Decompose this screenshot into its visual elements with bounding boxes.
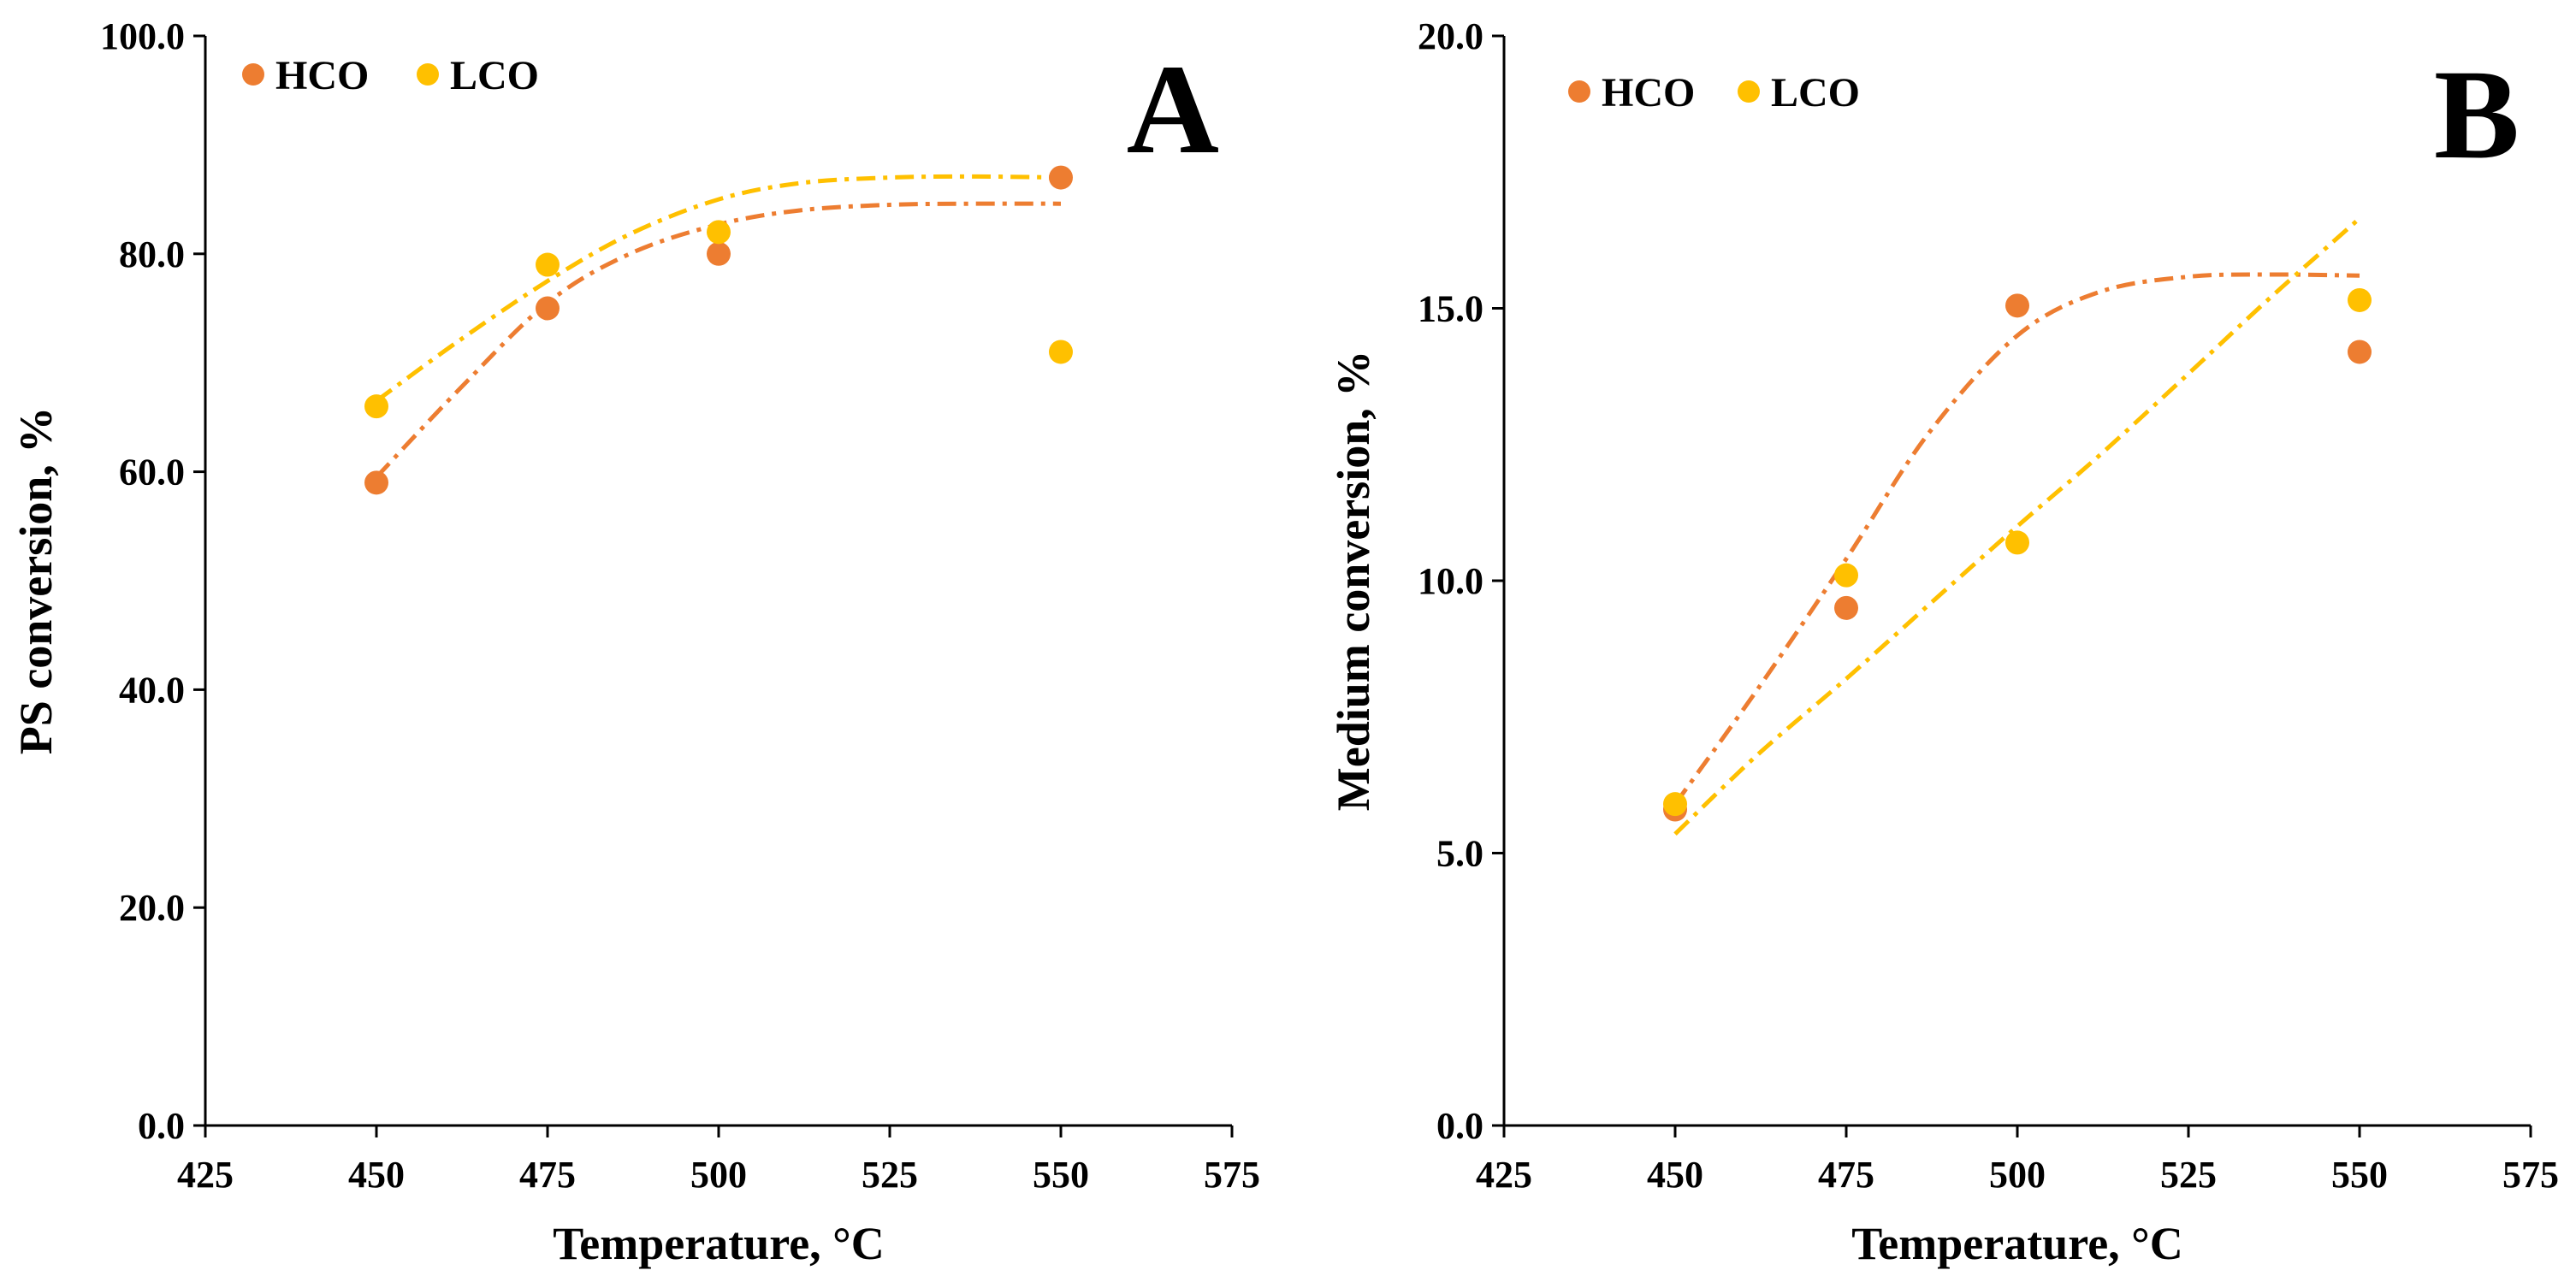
x-axis-title: Temperature, °C: [553, 1218, 885, 1269]
data-point-lco: [1049, 340, 1073, 364]
y-tick-label: 20.0: [1418, 15, 1483, 57]
data-point-lco: [707, 220, 731, 245]
legend-marker-lco: [417, 63, 439, 86]
y-axis-title: Medium conversion, %: [1328, 351, 1379, 811]
data-point-hco: [1049, 165, 1073, 190]
y-tick-label: 80.0: [119, 233, 185, 275]
trendline-hco: [375, 201, 1062, 479]
y-tick-label: 100.0: [100, 15, 185, 57]
data-point-lco: [2005, 530, 2029, 555]
trendline-hco: [1673, 272, 2360, 806]
x-tick-label: 525: [2160, 1154, 2217, 1196]
x-ticks: 425 450 475 500 525 550 575: [1476, 1126, 2559, 1196]
data-point-lco: [1834, 563, 1858, 588]
legend-label-hco: HCO: [275, 53, 369, 98]
x-tick-label: 525: [862, 1154, 918, 1196]
x-tick-label: 550: [1033, 1154, 1089, 1196]
legend-label-lco: LCO: [450, 53, 539, 98]
trendlines: [375, 174, 1062, 479]
legend-label-hco: HCO: [1602, 70, 1695, 115]
data-point-hco: [364, 470, 388, 495]
x-tick-label: 575: [1204, 1154, 1260, 1196]
legend-marker-lco: [1738, 80, 1760, 103]
data-point-lco: [2348, 287, 2372, 312]
y-tick-label: 0.0: [138, 1105, 185, 1147]
y-tick-label: 60.0: [119, 452, 185, 493]
chart-panel-a: 425 450 475 500 525 550 575 0.0 20.0 40.0 60.0 80.…: [10, 15, 1260, 1269]
x-ticks: 425 450 475 500 525 550 575: [177, 1126, 1260, 1196]
data-points: [364, 165, 1073, 495]
data-points: [1663, 287, 2372, 822]
y-tick-label: 15.0: [1418, 288, 1483, 330]
y-tick-label: 40.0: [119, 669, 185, 711]
data-point-hco: [2005, 293, 2029, 318]
y-tick-label: 5.0: [1436, 833, 1483, 875]
legend-marker-hco: [1568, 80, 1590, 103]
x-tick-label: 575: [2502, 1154, 2559, 1196]
trendlines: [1673, 216, 2361, 836]
trendline-lco: [375, 174, 1062, 403]
y-tick-label: 10.0: [1418, 560, 1483, 602]
legend: HCO LCO: [1568, 70, 1860, 115]
y-ticks: 0.0 20.0 40.0 60.0 80.0 100.0: [100, 15, 205, 1147]
x-tick-label: 450: [348, 1154, 405, 1196]
data-point-hco: [1834, 595, 1858, 620]
data-point-lco: [1663, 792, 1687, 817]
data-point-hco: [707, 241, 731, 266]
x-tick-label: 475: [519, 1154, 576, 1196]
data-point-lco: [364, 394, 388, 419]
panel-letter-b: B: [2434, 44, 2520, 186]
panel-letter-a: A: [1127, 38, 1219, 180]
x-axis-title: Temperature, °C: [1851, 1218, 2183, 1269]
y-axis-title: PS conversion, %: [10, 407, 62, 755]
x-tick-label: 500: [1989, 1154, 2046, 1196]
data-point-hco: [2348, 340, 2372, 364]
chart-panel-b: 425 450 475 500 525 550 575 0.0 5.0 10.0 15.0 20.0…: [1328, 15, 2559, 1269]
legend: HCO LCO: [242, 53, 539, 98]
legend-marker-hco: [242, 63, 264, 86]
legend-label-lco: LCO: [1771, 70, 1860, 115]
x-tick-label: 450: [1647, 1154, 1703, 1196]
x-tick-label: 500: [690, 1154, 747, 1196]
data-point-lco: [536, 252, 560, 277]
y-tick-label: 20.0: [119, 887, 185, 929]
x-tick-label: 550: [2331, 1154, 2388, 1196]
data-point-hco: [536, 296, 560, 321]
x-tick-label: 425: [1476, 1154, 1532, 1196]
y-ticks: 0.0 5.0 10.0 15.0 20.0: [1418, 15, 1504, 1147]
y-tick-label: 0.0: [1436, 1105, 1483, 1147]
x-tick-label: 425: [177, 1154, 234, 1196]
x-tick-label: 475: [1818, 1154, 1874, 1196]
